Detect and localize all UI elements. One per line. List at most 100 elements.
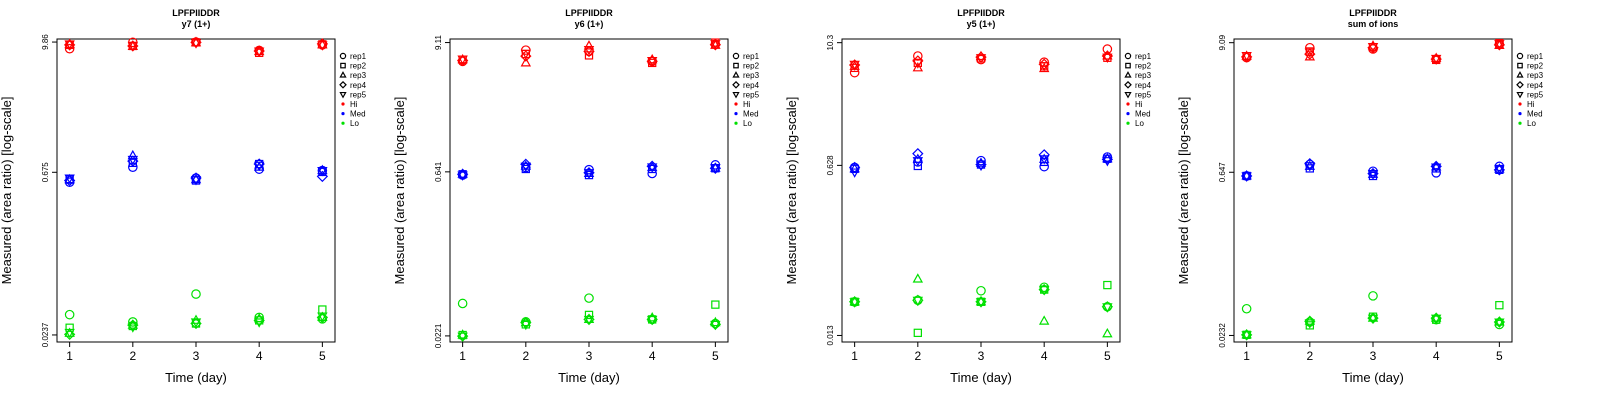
- series-hi: [848, 44, 1114, 78]
- data-point: [646, 315, 658, 326]
- data-point: [317, 39, 328, 49]
- data-point: [64, 328, 75, 339]
- data-point: [1241, 328, 1252, 339]
- legend-symbol-rep4: [732, 80, 740, 89]
- data-point: [976, 155, 986, 166]
- legend-label-lo: Lo: [1527, 119, 1536, 128]
- x-tick-label: 3: [586, 349, 593, 363]
- data-point: [1494, 318, 1505, 328]
- legend-symbol-rep2: [1517, 62, 1523, 69]
- data-point: [317, 312, 328, 322]
- legend-dot-lo: [1126, 121, 1130, 125]
- legend-label-rep1: rep1: [1135, 52, 1152, 61]
- data-point: [583, 45, 595, 56]
- data-point: [128, 317, 138, 327]
- data-point: [253, 47, 265, 57]
- data-point: [520, 320, 532, 331]
- series-med: [63, 149, 329, 188]
- legend-symbol-rep4: [1516, 80, 1524, 89]
- data-point: [190, 39, 202, 49]
- data-point: [457, 332, 468, 342]
- legend-symbol-rep1: [732, 52, 740, 60]
- data-point: [1304, 162, 1316, 172]
- legend-dot-hi: [341, 102, 345, 106]
- data-point: [912, 153, 924, 163]
- legend-label-med: Med: [743, 110, 759, 119]
- data-point: [1038, 149, 1050, 161]
- data-point: [1367, 312, 1379, 322]
- data-point: [583, 45, 595, 58]
- legend-symbol-rep2: [340, 62, 346, 69]
- legend-label-rep5: rep5: [350, 90, 367, 99]
- data-point: [64, 43, 75, 54]
- data-point: [457, 171, 468, 181]
- legend-label-lo: Lo: [743, 119, 752, 128]
- plot-frame: [449, 38, 729, 343]
- legend-label-rep1: rep1: [350, 52, 367, 61]
- data-point: [1494, 164, 1505, 175]
- data-point: [912, 62, 924, 72]
- series-med: [848, 147, 1114, 178]
- legend-label-hi: Hi: [743, 100, 751, 109]
- data-point: [316, 170, 329, 183]
- plot-frame: [56, 38, 336, 343]
- x-tick-label: 1: [459, 349, 466, 363]
- data-point: [646, 56, 658, 67]
- y-axis-title: Measured (area ratio) [log-scale]: [1176, 97, 1191, 285]
- legend-label-rep5: rep5: [1527, 90, 1544, 99]
- legend-symbol-rep2: [1125, 62, 1131, 69]
- data-point: [848, 161, 861, 174]
- data-point: [913, 328, 922, 338]
- legend-label-hi: Hi: [1527, 100, 1535, 109]
- y-axis-title: Measured (area ratio) [log-scale]: [0, 97, 14, 285]
- data-point: [584, 293, 594, 303]
- data-point: [1241, 170, 1252, 180]
- legend-label-rep5: rep5: [1135, 90, 1152, 99]
- data-point: [1304, 319, 1316, 329]
- series-hi: [63, 36, 329, 57]
- x-tick-label: 5: [1104, 349, 1111, 363]
- data-point: [1304, 48, 1316, 58]
- data-point: [1430, 52, 1442, 62]
- legend-dot-med: [341, 112, 345, 116]
- data-point: [1368, 291, 1378, 301]
- legend-dot-lo: [341, 121, 345, 125]
- series-med: [456, 158, 722, 181]
- legend-symbol-rep2: [733, 62, 739, 69]
- y-axis-title: Measured (area ratio) [log-scale]: [784, 97, 799, 285]
- series-lo: [63, 289, 329, 341]
- legend-symbol-rep4: [339, 80, 347, 89]
- series-med: [1240, 158, 1506, 182]
- data-point: [127, 323, 139, 333]
- legend-label-hi: Hi: [1135, 100, 1143, 109]
- data-point: [912, 55, 924, 67]
- panel-title: LPFPIIDDR: [565, 8, 613, 18]
- data-point: [1304, 48, 1316, 60]
- legend-label-rep1: rep1: [743, 52, 760, 61]
- data-point: [1038, 286, 1050, 296]
- data-point: [583, 313, 595, 323]
- data-point: [1495, 301, 1504, 310]
- data-point: [457, 55, 468, 65]
- data-point: [1241, 303, 1252, 314]
- plot-frame: [1233, 38, 1513, 343]
- x-tick-label: 5: [1496, 349, 1503, 363]
- legend-label-lo: Lo: [350, 119, 359, 128]
- data-point: [1305, 321, 1314, 330]
- data-point: [849, 168, 860, 178]
- legend-label-rep3: rep3: [1135, 71, 1152, 80]
- data-point: [520, 158, 532, 170]
- legend-dot-med: [1518, 112, 1522, 116]
- legend-symbol-rep1: [1516, 52, 1524, 60]
- data-point: [711, 300, 720, 309]
- legend-symbol-rep1: [339, 52, 347, 60]
- data-point: [912, 147, 924, 160]
- legend-symbol-rep5: [339, 91, 347, 99]
- data-point: [975, 298, 987, 308]
- legend-label-rep3: rep3: [350, 71, 367, 80]
- data-point: [317, 41, 328, 51]
- y-tick-label: 9.11: [434, 35, 443, 51]
- data-point: [1241, 331, 1252, 341]
- data-point: [520, 50, 532, 62]
